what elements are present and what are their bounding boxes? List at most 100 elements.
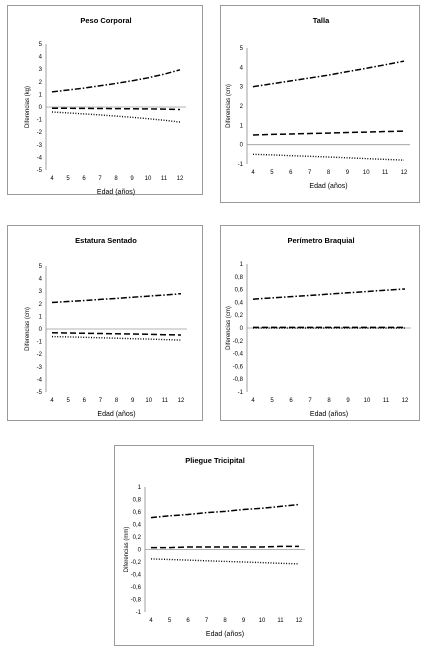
x-tick-label: 12: [401, 170, 408, 176]
y-tick-label: -0,4: [131, 573, 142, 579]
y-tick-label: 0,4: [235, 300, 244, 306]
y-tick-label: 1: [240, 262, 244, 268]
y-tick-label: 0,2: [133, 535, 142, 541]
x-tick-label: 4: [251, 398, 255, 404]
series-line-dotted: [252, 153, 405, 161]
y-axis-label: Diferencias (mm): [124, 527, 130, 573]
x-tick-label: 5: [66, 176, 70, 182]
series-line-dashdot: [51, 69, 181, 93]
chart-panel-pliegue-tricipital: Pliegue Tricipital 1 0,8 0,6 0,4 0,2 0 -0,2 -0,4…: [114, 445, 314, 646]
y-tick-label: -0,8: [131, 598, 142, 604]
x-tick-label: 11: [383, 398, 390, 404]
y-tick-label: -1: [238, 162, 244, 168]
x-axis-label: Edad (años): [97, 411, 135, 418]
y-tick-label: 0: [240, 326, 244, 332]
y-tick-label: -1: [37, 118, 43, 124]
x-tick-label: 10: [259, 618, 266, 624]
y-tick-label: -0,6: [131, 585, 142, 591]
x-tick-label: 8: [327, 170, 331, 176]
chart-title: Talla: [313, 16, 330, 25]
y-tick-label: 4: [39, 55, 43, 61]
y-tick-label: -4: [37, 377, 43, 383]
chart-panel-peso-corporal: Peso Corporal 5 4 3 2 1 0 -1 -2 -3 -4 -5 4 5 6 7 8 9 10 11 1…: [7, 5, 203, 196]
x-tick-label: 6: [83, 398, 87, 404]
x-tick-label: 5: [270, 170, 274, 176]
x-tick-label: 8: [115, 398, 119, 404]
x-tick-label: 9: [346, 170, 350, 176]
x-tick-label: 8: [114, 176, 118, 182]
chart-svg: Pliegue Tricipital 1 0,8 0,6 0,4 0,2 0 -0,2 -0,4…: [124, 456, 305, 638]
y-tick-label: -3: [37, 143, 43, 149]
y-tick-label: 2: [240, 104, 244, 110]
x-tick-label: 9: [242, 618, 246, 624]
y-axis-label: Diferencias (cm): [25, 307, 31, 351]
y-tick-label: -5: [37, 390, 43, 396]
y-tick-label: 5: [39, 42, 43, 48]
chart-title: Peso Corporal: [80, 16, 131, 25]
chart-title: Pliegue Tricipital: [185, 456, 245, 465]
x-tick-label: 6: [82, 176, 86, 182]
x-tick-label: 4: [50, 398, 54, 404]
y-tick-label: 4: [240, 65, 244, 71]
y-tick-label: 5: [39, 264, 43, 270]
y-tick-label: -0,4: [233, 352, 244, 358]
y-tick-label: 0,8: [133, 498, 142, 504]
x-axis-label: Edad (años): [310, 411, 348, 418]
series-line-dashed: [52, 107, 181, 111]
x-tick-label: 11: [277, 618, 284, 624]
y-tick-label: 2: [39, 302, 43, 308]
x-tick-label: 9: [131, 398, 135, 404]
chart-panel-estatura-sentado: Estatura Sentado 5 4 3 2 1 0 -1 -2 -3 -4 -5 4 5 6 7 8 9 10…: [7, 225, 203, 421]
x-tick-label: 8: [223, 618, 227, 624]
series-line-dotted: [150, 558, 300, 565]
series-line-dashed: [151, 545, 299, 549]
y-tick-label: 0: [240, 143, 244, 149]
series-line-dashed: [252, 130, 405, 136]
y-tick-label: -0,2: [233, 339, 244, 345]
series-line-dotted: [51, 335, 182, 341]
series-line-dashdot: [252, 60, 405, 88]
x-tick-label: 11: [382, 170, 389, 176]
y-tick-label: 0: [39, 105, 43, 111]
x-tick-label: 7: [308, 170, 312, 176]
x-tick-label: 7: [308, 398, 312, 404]
x-tick-label: 7: [99, 398, 103, 404]
chart-title: Perímetro Braquial: [287, 236, 354, 245]
y-tick-label: 1: [240, 123, 244, 129]
y-axis-label: Diferencias (cm): [226, 84, 232, 128]
y-tick-label: 0,4: [133, 523, 142, 529]
y-tick-label: -0,6: [233, 364, 244, 370]
x-tick-label: 11: [162, 398, 169, 404]
y-tick-label: -3: [37, 365, 43, 371]
chart-panel-perimetro-braquial: Perímetro Braquial 1 0,8 0,6 0,4 0,2 0 -0,2 -0,4…: [220, 225, 420, 421]
x-tick-label: 4: [149, 618, 153, 624]
x-tick-label: 4: [50, 176, 54, 182]
y-tick-label: 0: [39, 327, 43, 333]
y-tick-label: -2: [37, 352, 43, 358]
series-line-dotted: [51, 111, 181, 123]
y-tick-label: -4: [37, 155, 43, 161]
x-tick-label: 10: [363, 170, 370, 176]
y-tick-label: 4: [39, 277, 43, 283]
y-tick-label: 3: [39, 67, 43, 73]
x-axis-label: Edad (años): [97, 189, 135, 196]
x-tick-label: 10: [364, 398, 371, 404]
y-tick-label: 3: [240, 85, 244, 91]
x-tick-label: 12: [296, 618, 303, 624]
y-tick-label: -2: [37, 130, 43, 136]
series-line-dashdot: [150, 503, 300, 519]
x-tick-label: 6: [186, 618, 190, 624]
series-line-dashdot: [252, 288, 406, 300]
x-tick-label: 10: [145, 176, 152, 182]
y-tick-label: 1: [138, 485, 142, 491]
x-axis-label: Edad (años): [309, 183, 347, 190]
x-tick-label: 12: [177, 176, 184, 182]
x-tick-label: 5: [168, 618, 172, 624]
series-line-dashdot: [51, 292, 182, 304]
y-tick-label: 3: [39, 289, 43, 295]
x-tick-label: 9: [346, 398, 350, 404]
y-axis-label: Diferencias (cm): [226, 306, 232, 350]
